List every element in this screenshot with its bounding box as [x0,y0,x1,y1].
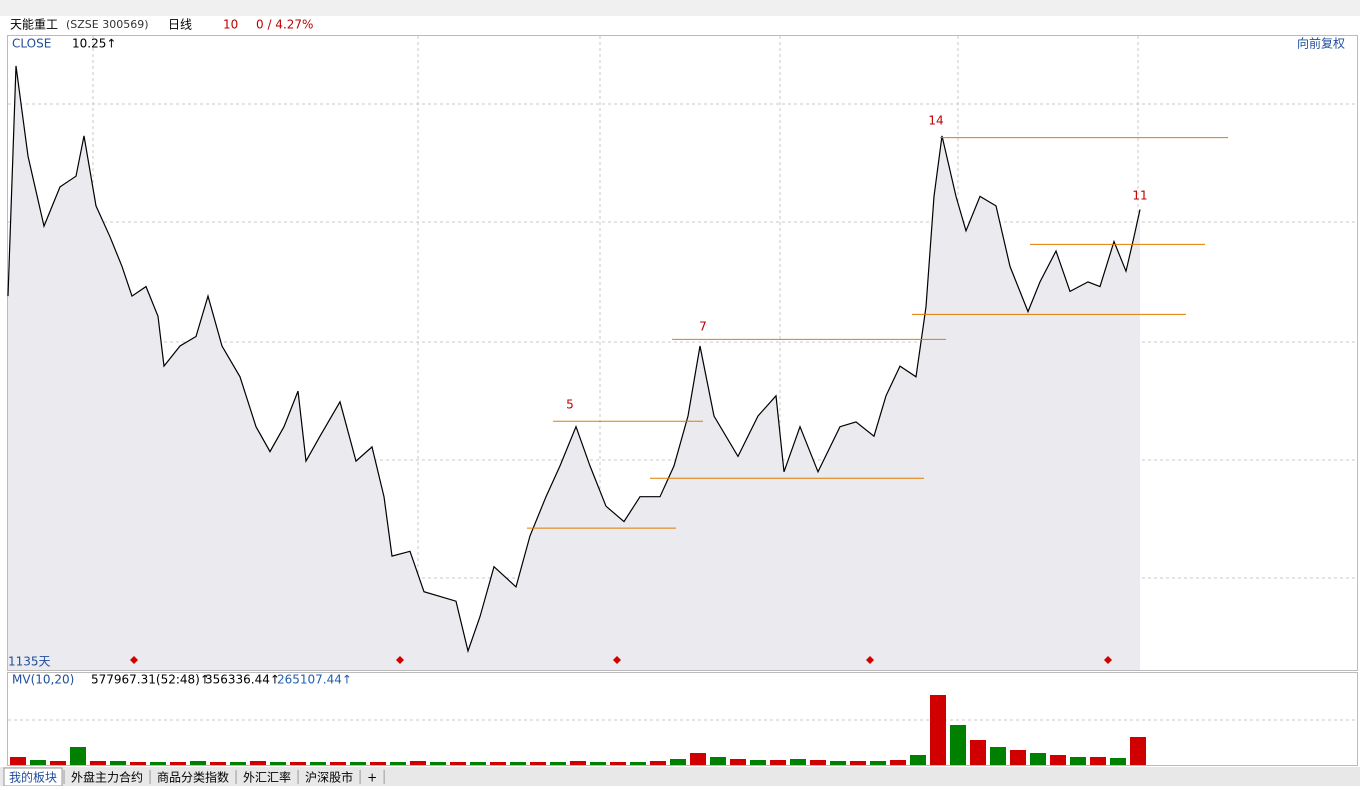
volume-bar [1070,757,1086,765]
count: 10 [223,18,238,32]
volume-bar [1110,758,1126,765]
marker [866,656,874,664]
volume-bar [330,762,346,765]
volume-bar [250,761,266,765]
period[interactable]: 日线 [168,18,192,32]
volume-bar [1050,755,1066,765]
volume-bar [590,762,606,765]
price-area [8,65,1140,670]
volume-bar [550,762,566,765]
volume-bar [530,762,546,765]
tab-bar [0,767,1360,786]
volume-bar [1130,737,1146,765]
stock-name[interactable]: 天能重工 [10,18,58,32]
volume-bar [410,761,426,765]
stock-code: (SZSE 300569) [66,18,149,31]
volume-bar [950,725,966,765]
last-value: 10.25↑ [72,37,116,51]
volume-bar [270,762,286,765]
volume-bar [130,762,146,765]
volume-bar [750,760,766,765]
annotation: 11 [1132,189,1147,203]
change: 0 / 4.27% [256,18,313,32]
price-frame [7,35,1358,671]
volume-bar [70,747,86,765]
volume-bar [990,747,1006,765]
annotation: 14 [928,114,943,128]
plot: 5 7 14 11 [7,65,1228,765]
volume-bar [910,755,926,765]
volume-bar [510,762,526,765]
volume-bar [970,740,986,765]
tab[interactable]: + [367,771,377,785]
volume-bar [650,761,666,765]
volume-bar [110,761,126,765]
toolbar-strip [0,0,1360,16]
volume-bar [370,762,386,765]
volume-bar [770,760,786,765]
volume-bar [890,760,906,765]
volume-bar [310,762,326,765]
marker [130,656,138,664]
volume-bar [850,761,866,765]
volume-bar [450,762,466,765]
volume-bar [730,759,746,765]
volume-bar [1090,757,1106,765]
tab[interactable]: 商品分类指数 [157,770,229,785]
volume-bar [230,762,246,765]
volume-bar [930,695,946,765]
volume-bar [610,762,626,765]
volume-bar [50,761,66,765]
tab[interactable]: 外汇汇率 [243,770,291,785]
span-label: 1135天 [8,655,51,669]
volume-bar [390,762,406,765]
volume-bar [210,762,226,765]
tabs: 我的板块 外盘主力合约 商品分类指数 外汇汇率 沪深股市 + [3,767,385,787]
volume-bar [570,761,586,765]
marker [613,656,621,664]
volume-bar [470,762,486,765]
volume-bar [690,753,706,765]
tab[interactable]: 我的板块 [9,770,57,785]
volume-bar [430,762,446,765]
volume-bar [350,762,366,765]
volume-bar [170,762,186,765]
volume-frame [7,672,1358,766]
tab[interactable]: 外盘主力合约 [71,770,143,785]
header-bar [0,16,1360,34]
price-line [7,65,1141,654]
tab[interactable]: 沪深股市 [305,770,353,785]
indicator-label[interactable]: MV(10,20) [12,673,74,687]
volume-bar [790,759,806,765]
annotation: 7 [699,320,707,334]
volume-bar [190,761,206,765]
volume-bar [870,761,886,765]
series-label[interactable]: CLOSE [12,37,51,51]
mv20-label: 265107.44↑ [277,673,352,687]
mv10-label: 356336.44↑ [205,673,280,687]
volume-bar [1030,753,1046,765]
volume-bar [630,762,646,765]
volume-bar [10,757,26,765]
volume-label: 577967.31(52:48)↑ [91,673,210,687]
annotation: 5 [566,398,574,412]
volume-bar [1010,750,1026,765]
volume-bar [290,762,306,765]
marker [1104,656,1112,664]
adjust-mode[interactable]: 向前复权 [1297,36,1345,51]
volume-bar [830,761,846,765]
volume-bar [810,760,826,765]
volume-bar [710,757,726,765]
volume-bar [30,760,46,765]
markers [130,656,1112,664]
volume-bar [490,762,506,765]
volume-bar [670,759,686,765]
volume-bar [150,762,166,765]
marker [396,656,404,664]
volume-bar [90,761,106,765]
